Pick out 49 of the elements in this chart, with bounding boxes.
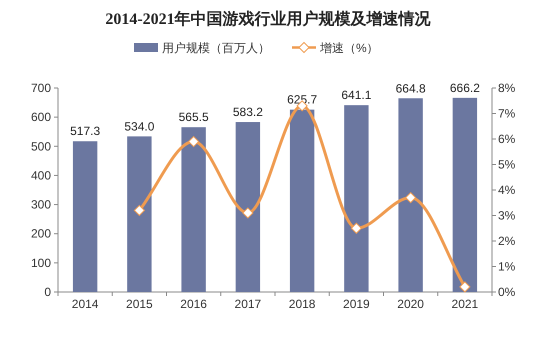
- y2-tick-label: 4%: [498, 183, 516, 197]
- y-tick-label: 200: [30, 226, 52, 241]
- x-tick-label: 2017: [234, 297, 262, 311]
- y-tick-label: 700: [30, 81, 52, 95]
- point: [242, 207, 254, 218]
- bar: [127, 136, 152, 292]
- y2-tick-label: 3%: [498, 208, 516, 222]
- bar: [452, 98, 478, 292]
- point: [134, 204, 145, 216]
- data-label: 517.3: [70, 124, 100, 138]
- y2-tick-label: 8%: [498, 81, 516, 95]
- y2-tick-label: 1%: [498, 260, 516, 274]
- x-tick-label: 2015: [126, 297, 154, 311]
- data-label: 583.2: [232, 105, 264, 120]
- bar: [398, 98, 423, 292]
- point: [350, 222, 362, 234]
- chart-title: 2014-2021年中国游戏行业用户规模及增速情况: [105, 10, 432, 28]
- x-tick-label: 2020: [397, 297, 424, 311]
- data-label: 565.5: [178, 110, 209, 124]
- y-tick-label: 400: [30, 168, 52, 182]
- x-tick-label: 2014: [72, 297, 99, 311]
- y2-tick-label: 2%: [498, 234, 516, 248]
- bar: [236, 122, 260, 292]
- legend-label: 增速（%）: [319, 41, 379, 55]
- point: [188, 136, 200, 148]
- x-tick-label: 2016: [180, 297, 208, 311]
- data-label: 664.8: [396, 81, 426, 96]
- y-tick-label: 500: [30, 139, 52, 154]
- legend-label: 用户规模（百万人）: [162, 41, 270, 55]
- y-tick-label: 100: [30, 256, 52, 270]
- x-tick-label: 2019: [343, 297, 370, 311]
- x-tick-label: 2021: [452, 297, 479, 311]
- y-tick-label: 0: [44, 285, 52, 299]
- data-label: 534.0: [124, 119, 155, 134]
- bar: [290, 110, 314, 292]
- bar: [72, 141, 98, 292]
- bar: [344, 105, 369, 292]
- bar: [181, 127, 206, 292]
- y-tick-label: 600: [30, 110, 52, 124]
- y2-tick-label: 6%: [498, 132, 516, 146]
- y-tick-label: 300: [30, 198, 52, 212]
- y2-tick-label: 7%: [498, 106, 516, 120]
- y2-tick-label: 0%: [498, 285, 516, 299]
- data-label: 641.1: [341, 88, 372, 102]
- y2-tick-label: 5%: [498, 158, 516, 172]
- data-label: 666.2: [450, 80, 480, 95]
- x-tick-label: 2018: [288, 297, 316, 311]
- point: [405, 192, 416, 204]
- point: [459, 281, 470, 292]
